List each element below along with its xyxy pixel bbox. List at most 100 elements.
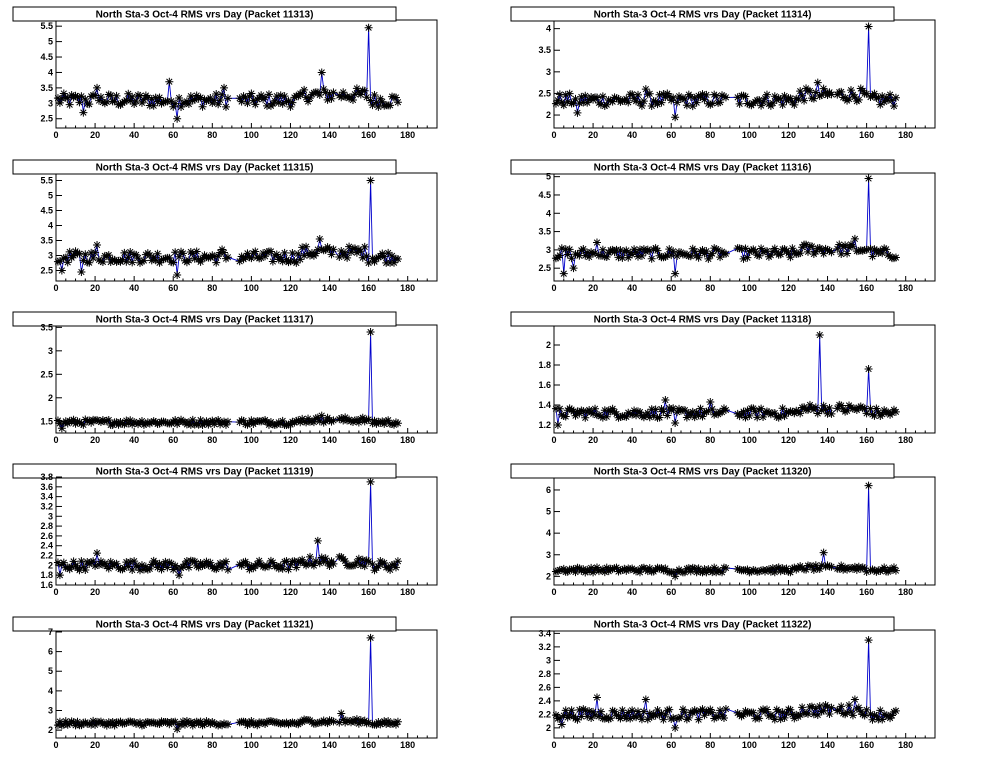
data-point	[608, 404, 617, 413]
data-point	[745, 568, 754, 577]
data-point	[708, 99, 717, 108]
data-point	[600, 568, 609, 577]
y-tick-label: 1.4	[538, 400, 551, 410]
x-tick-label: 140	[322, 283, 337, 293]
data-point	[102, 416, 111, 425]
data-point	[571, 568, 580, 577]
chart-panel-2: North Sta-3 Oct-4 RMS vrs Day (Packet 11…	[510, 6, 936, 140]
title-box	[12, 6, 397, 22]
x-tick-label: 80	[207, 587, 217, 597]
data-point	[634, 407, 643, 416]
data-point	[571, 714, 580, 723]
data-point	[555, 90, 564, 99]
data-point	[690, 413, 699, 422]
data-point	[647, 101, 656, 110]
data-point	[712, 409, 721, 418]
data-point	[565, 404, 574, 413]
data-point	[768, 99, 777, 108]
data-point	[280, 248, 289, 257]
data-point	[710, 244, 719, 253]
data-point	[272, 92, 281, 101]
data-point	[79, 256, 88, 265]
data-point	[145, 564, 154, 573]
data-point	[393, 98, 402, 107]
x-tick-label: 80	[207, 283, 217, 293]
data-point	[673, 251, 682, 260]
data-point	[790, 714, 799, 723]
y-tick-label: 5.5	[40, 176, 53, 186]
data-point	[153, 719, 162, 728]
x-tick-label: 160	[859, 740, 874, 750]
data-point	[868, 715, 877, 724]
data-point	[255, 254, 264, 263]
data-point	[382, 417, 391, 426]
data-point	[780, 713, 789, 722]
data-point	[612, 563, 621, 572]
data-point	[802, 708, 811, 717]
data-point	[614, 413, 623, 422]
data-point	[175, 571, 184, 580]
data-point	[835, 706, 844, 715]
data-point	[579, 565, 588, 574]
y-tick-label: 2.5	[40, 114, 53, 124]
data-point	[854, 403, 863, 412]
data-point	[132, 719, 141, 728]
x-tick-label: 140	[820, 740, 835, 750]
data-point	[583, 98, 592, 107]
data-point	[184, 256, 193, 265]
data-point	[350, 244, 359, 253]
data-point	[192, 91, 201, 100]
data-point	[579, 407, 588, 416]
data-point	[354, 554, 363, 563]
data-point	[358, 253, 367, 262]
data-point	[53, 558, 62, 567]
data-point	[680, 708, 689, 717]
y-tick-label: 4.5	[40, 52, 53, 62]
data-point	[721, 405, 730, 414]
data-point	[819, 249, 828, 258]
data-point	[356, 561, 365, 570]
x-tick-label: 60	[168, 587, 178, 597]
data-point	[214, 415, 223, 424]
x-tick-label: 140	[820, 130, 835, 140]
data-point	[880, 244, 889, 253]
x-tick-label: 120	[283, 435, 298, 445]
data-point	[75, 566, 84, 575]
data-point	[786, 568, 795, 577]
x-tick-label: 180	[898, 130, 913, 140]
data-point	[848, 711, 857, 720]
data-point	[700, 711, 709, 720]
data-point	[73, 417, 82, 426]
data-point	[370, 416, 379, 425]
data-point	[137, 417, 146, 426]
data-point	[55, 257, 64, 266]
y-tick-label: 2.5	[538, 88, 551, 98]
data-point	[602, 100, 611, 109]
data-point	[280, 719, 289, 728]
data-point	[618, 253, 627, 262]
data-point	[393, 419, 402, 428]
data-point	[171, 99, 180, 108]
data-point	[315, 559, 324, 568]
data-point	[626, 714, 635, 723]
data-point	[63, 720, 72, 729]
data-point	[870, 89, 879, 98]
data-point	[653, 706, 662, 715]
y-tick-label: 2.8	[40, 521, 53, 531]
data-point	[622, 412, 631, 421]
x-tick-label: 160	[361, 435, 376, 445]
x-tick-label: 80	[705, 130, 715, 140]
series-line	[57, 331, 399, 430]
data-point	[757, 244, 766, 253]
data-point	[55, 571, 64, 580]
data-point	[335, 253, 344, 262]
chart-title: North Sta-3 Oct-4 RMS vrs Day (Packet 11…	[96, 10, 314, 21]
data-point	[124, 419, 133, 428]
data-point	[91, 720, 100, 729]
data-point	[157, 565, 166, 574]
data-point	[608, 565, 617, 574]
data-point	[745, 100, 754, 109]
data-point	[688, 563, 697, 572]
data-point	[721, 249, 730, 258]
